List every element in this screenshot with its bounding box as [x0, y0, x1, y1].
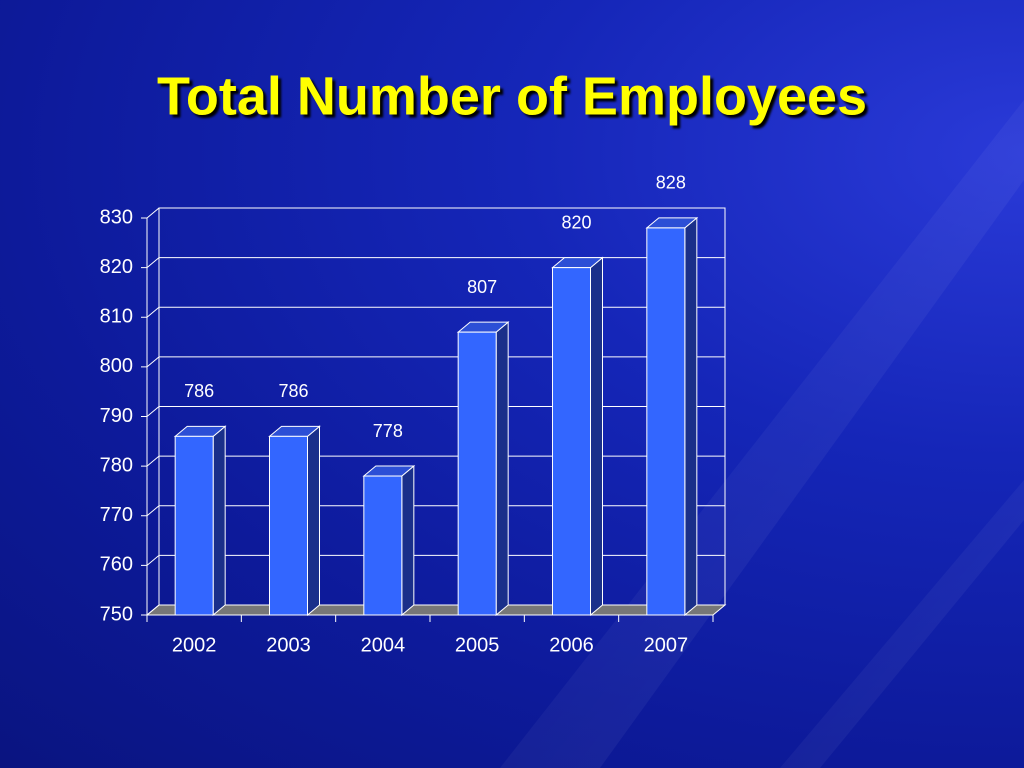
y-tick-label: 830: [100, 206, 133, 228]
value-label: 820: [561, 212, 591, 232]
chart-title: Total Number of Employees: [157, 66, 867, 126]
value-label: 828: [656, 173, 686, 193]
y-tick-label: 750: [100, 603, 133, 625]
bar-side: [401, 464, 415, 617]
grid-line: [146, 406, 160, 417]
grid-line: [146, 455, 160, 467]
x-tick-label: 2007: [644, 634, 689, 656]
background-ray: [500, 100, 1024, 768]
bar: [552, 267, 591, 616]
bar: [646, 227, 686, 616]
bar: [269, 435, 308, 616]
bar: [174, 435, 214, 616]
x-tick-label: 2006: [549, 634, 594, 656]
x-tick-label: 2004: [361, 634, 406, 656]
value-label: 786: [278, 381, 308, 401]
x-tick-label: 2002: [172, 634, 217, 656]
grid-line: [146, 207, 160, 219]
y-tick-label: 780: [100, 454, 133, 476]
bar-side: [684, 216, 698, 617]
value-label: 778: [373, 421, 403, 441]
bar: [363, 475, 403, 616]
grid-line: [146, 604, 160, 616]
x-tick-label: 2003: [266, 634, 311, 656]
y-tick-label: 800: [100, 355, 133, 377]
floor: [145, 604, 727, 616]
background-ray: [780, 480, 1024, 768]
grid-line: [146, 505, 160, 517]
value-label: 786: [184, 381, 214, 401]
bar-side: [307, 425, 320, 617]
grid-line: [146, 356, 160, 368]
y-tick-label: 810: [100, 306, 133, 328]
grid-line: [146, 306, 160, 318]
grid-line: [146, 554, 160, 566]
grid-line: [146, 257, 160, 269]
y-tick-label: 820: [100, 256, 133, 278]
y-tick-label: 760: [100, 554, 133, 576]
x-tick-label: 2005: [455, 634, 500, 656]
bar: [457, 331, 497, 616]
value-label: 807: [467, 277, 497, 297]
bar-side: [212, 425, 226, 617]
y-tick-label: 790: [100, 405, 133, 427]
bar-side: [495, 321, 509, 617]
bar-side: [590, 256, 603, 617]
y-tick-label: 770: [100, 504, 133, 526]
